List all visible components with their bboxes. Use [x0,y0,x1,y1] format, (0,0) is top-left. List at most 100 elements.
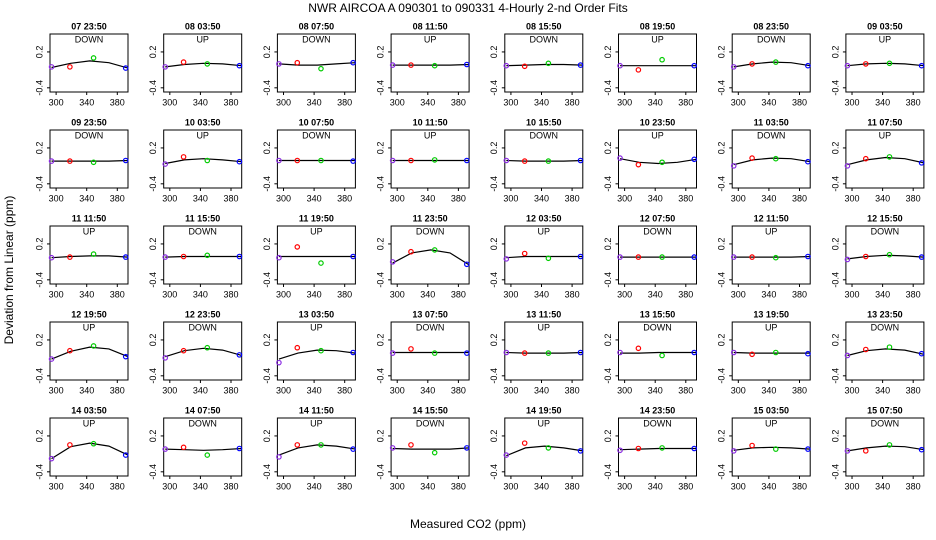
x-tick-label: 340 [193,97,208,107]
y-tick-label: -0.4 [830,80,840,96]
data-point [635,254,642,260]
data-point [635,161,642,168]
fit-curve [506,445,583,457]
panel-subtitle: DOWN [416,418,445,428]
panel-title: 10 15:50 [526,117,562,127]
y-tick-label: 0.2 [489,238,499,251]
x-tick-label: 300 [390,193,405,203]
data-point [408,157,414,164]
y-tick-label: -0.4 [375,464,385,480]
data-point [67,254,73,260]
y-tick-label: -0.4 [148,176,158,192]
fit-curve [733,446,811,451]
data-point [162,355,169,361]
panel-subtitle: UP [196,130,209,140]
panel-subtitle: UP [538,322,551,332]
x-tick-label: 380 [223,289,238,299]
panel-title: 10 11:50 [413,117,448,127]
data-point [67,158,73,164]
plot-frame [49,33,129,93]
fit-curve [392,447,470,450]
data-point [204,61,211,67]
x-tick-label: 300 [731,193,746,203]
data-point [545,60,552,67]
x-tick-label: 380 [223,97,238,107]
data-point [805,253,811,260]
fit-curve [733,255,811,258]
data-point [90,55,97,61]
data-point [318,65,324,72]
data-point [162,64,169,70]
panel-subtitle: DOWN [530,130,559,140]
x-tick-label: 340 [420,289,435,299]
x-tick-label: 380 [678,289,693,299]
panel-subtitle: UP [538,226,551,236]
x-tick-label: 300 [49,193,64,203]
fit-curve [733,351,811,354]
x-tick-label: 340 [761,481,776,491]
data-point [772,254,779,261]
data-point [805,350,811,357]
y-tick-label: -0.4 [830,368,840,384]
x-tick-label: 300 [503,289,518,299]
y-tick-label: 0.2 [262,46,272,59]
x-tick-label: 380 [451,481,466,491]
y-tick-label: -0.4 [489,80,499,96]
x-tick-label: 300 [162,289,177,299]
data-point [431,157,438,163]
plot-frame [845,321,925,381]
data-point [236,352,243,358]
panel-subtitle: DOWN [530,34,559,44]
panel-title: 13 07:50 [412,309,448,319]
y-tick-label: 0.2 [262,334,272,347]
data-point [730,64,737,70]
panel-title: 13 19:50 [753,309,789,319]
y-tick-label: 0.2 [34,238,44,251]
panel-subtitle: DOWN [302,34,331,44]
y-tick-label: 0.2 [830,334,840,347]
plot-frame [163,33,243,93]
data-point [749,351,755,358]
x-tick-label: 340 [761,385,776,395]
data-point [122,157,129,164]
x-tick-label: 380 [337,481,352,491]
panel-subtitle: DOWN [871,322,900,332]
panel-title: 12 03:50 [526,213,562,223]
x-tick-label: 380 [906,481,921,491]
panel-subtitle: DOWN [302,130,331,140]
data-point [617,447,623,454]
y-tick-label: 0.2 [148,238,158,251]
x-tick-label: 380 [110,193,125,203]
y-tick-label: 0.2 [262,142,272,155]
data-point [659,56,665,63]
data-point [862,155,869,162]
x-tick-label: 300 [276,385,291,395]
panel-subtitle: DOWN [643,322,672,332]
fit-curve [847,348,925,357]
x-tick-label: 300 [617,289,632,299]
y-tick-label: 0.2 [375,142,385,155]
fit-curve [847,254,924,260]
y-tick-label: -0.4 [375,368,385,384]
x-tick-label: 340 [761,193,776,203]
data-point [350,446,356,452]
data-point [67,442,73,448]
x-tick-label: 340 [534,481,549,491]
fit-curve [51,255,129,259]
panel-title: 08 19:50 [640,21,676,31]
x-tick-label: 340 [420,97,435,107]
y-tick-label: 0.2 [603,238,613,251]
x-tick-label: 340 [193,289,208,299]
data-point [521,250,528,257]
y-tick-label: -0.4 [34,272,44,288]
x-tick-label: 380 [678,481,693,491]
x-tick-label: 300 [731,289,746,299]
panel-title: 09 03:50 [867,21,903,31]
data-point [545,255,552,262]
panel-title: 14 07:50 [185,405,221,415]
y-tick-label: 0.2 [262,238,272,251]
plot-frame [49,321,129,381]
x-tick-label: 340 [307,97,322,107]
x-tick-label: 300 [617,385,632,395]
panel-title: 10 07:50 [299,117,335,127]
